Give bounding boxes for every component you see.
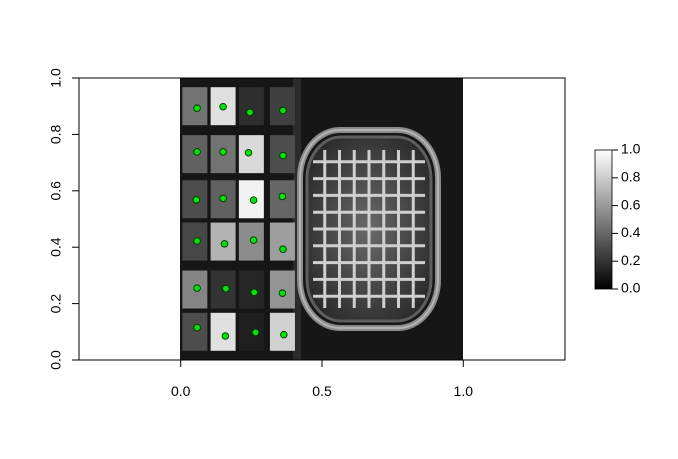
data-point <box>279 106 287 115</box>
data-point <box>221 332 230 340</box>
data-point <box>222 284 230 293</box>
data-point <box>249 196 258 204</box>
colorbar-tick-label: 0.4 <box>621 224 641 240</box>
tray-object <box>297 127 441 331</box>
data-point <box>280 330 288 339</box>
data-point <box>193 148 201 156</box>
data-point <box>279 151 287 160</box>
panel-patch <box>269 87 295 126</box>
panel-patch <box>238 312 264 351</box>
y-axis: 0.0 0.2 0.4 0.6 0.8 1.0 <box>48 68 80 370</box>
data-point <box>244 148 253 157</box>
data-point <box>219 103 227 111</box>
data-point <box>193 323 201 332</box>
data-point <box>220 240 229 248</box>
data-point <box>193 284 201 292</box>
marker-points <box>192 103 288 340</box>
y-tick-label: 0.6 <box>48 181 64 201</box>
panel-patch <box>182 312 208 351</box>
plot-axes: 0.0 0.5 1.0 0.0 0.2 0.4 0.6 0.8 1.0 <box>48 68 566 399</box>
colorbar-tick-label: 1.0 <box>621 141 641 157</box>
panel-patch <box>269 222 295 261</box>
colorbar: 0.0 0.2 0.4 0.6 0.8 1.0 <box>594 141 641 296</box>
y-tick-label: 0.8 <box>48 124 64 144</box>
data-point <box>246 108 254 117</box>
y-tick-label: 0.0 <box>48 350 64 370</box>
data-point <box>250 288 258 297</box>
x-tick-label: 0.0 <box>171 383 191 399</box>
data-point <box>219 194 227 203</box>
panel-patch <box>238 270 264 309</box>
colorbar-tick-label: 0.6 <box>621 196 641 212</box>
data-point <box>251 328 260 337</box>
y-tick-label: 1.0 <box>48 68 64 88</box>
colorbar-ticks: 0.0 0.2 0.4 0.6 0.8 1.0 <box>612 141 641 296</box>
colorbar-tick-label: 0.2 <box>621 252 641 268</box>
data-point <box>278 289 287 297</box>
image-raster <box>180 78 463 360</box>
data-point <box>249 236 258 244</box>
data-point <box>279 245 287 253</box>
data-point <box>219 148 227 156</box>
data-point <box>193 104 201 112</box>
x-tick-label: 1.0 <box>454 383 474 399</box>
data-point <box>192 196 201 204</box>
colorbar-gradient <box>594 149 613 290</box>
y-tick-label: 0.2 <box>48 294 64 314</box>
colorbar-tick-label: 0.0 <box>621 280 641 296</box>
colorbar-tick-label: 0.8 <box>621 169 641 185</box>
panel-patch <box>210 312 236 351</box>
x-tick-label: 0.5 <box>312 383 332 399</box>
x-axis: 0.0 0.5 1.0 <box>171 359 474 399</box>
y-tick-label: 0.4 <box>48 237 64 257</box>
data-point <box>278 192 287 201</box>
data-point <box>193 237 201 245</box>
panel-patch <box>238 87 264 126</box>
